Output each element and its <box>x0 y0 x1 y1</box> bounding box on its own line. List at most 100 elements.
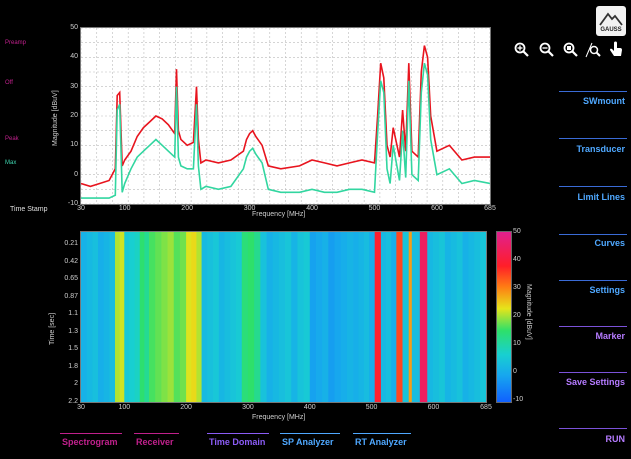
y-tick-label: -10 <box>67 200 78 207</box>
tab-divider <box>280 433 340 434</box>
off-label: Off <box>5 80 13 86</box>
menu-divider <box>559 372 627 373</box>
spectrogram-column <box>439 232 446 402</box>
spectrogram-column <box>134 232 141 402</box>
y-tick-label: 1.5 <box>68 345 78 352</box>
y-tick-label: 0.65 <box>64 275 78 282</box>
spectrogram-column <box>353 232 359 402</box>
y-tick-label: 40 <box>70 53 78 61</box>
spectrogram-column <box>480 232 487 402</box>
tab-receiver[interactable]: Receiver <box>136 437 174 447</box>
y-tick-label: 0.42 <box>64 257 78 265</box>
x-tick-label: 500 <box>365 404 378 411</box>
colorbar-tick-label: 0 <box>513 368 517 375</box>
max-label: Max <box>5 160 17 166</box>
tab-divider <box>60 433 122 434</box>
colorbar-tick-label: 40 <box>513 256 521 263</box>
menu-swmount-button[interactable]: SWmount <box>583 96 625 106</box>
spectrogram-column <box>266 232 274 402</box>
spectrogram-column <box>124 232 130 402</box>
spectrogram-heatmap[interactable] <box>81 232 487 402</box>
spectrogram-column <box>191 232 197 402</box>
x-tick-label: 30 <box>77 404 85 411</box>
y-tick-label: 10 <box>70 141 78 149</box>
spectrogram-column <box>433 232 440 402</box>
spectrogram-column <box>272 232 280 402</box>
spectrogram-column <box>396 232 403 402</box>
menu-marker-button[interactable]: Marker <box>595 331 625 341</box>
menu-transducer-button[interactable]: Transducer <box>576 144 625 154</box>
x-tick-label: 100 <box>118 205 131 212</box>
menu-settings-button[interactable]: Settings <box>589 285 625 295</box>
spectrogram-column <box>334 232 342 402</box>
spectrogram-x-axis-title: Frequency [MHz] <box>252 414 306 421</box>
y-tick-label: 1.3 <box>68 327 78 335</box>
tab-divider <box>134 433 179 434</box>
spectrogram-column <box>144 232 150 402</box>
spectrogram-column <box>115 232 121 402</box>
spectrogram-column <box>278 232 286 402</box>
spectrogram-column <box>129 232 135 402</box>
spectrogram-column <box>386 232 392 402</box>
tab-spectrogram[interactable]: Spectrogram <box>62 437 118 447</box>
spectrogram-column <box>291 232 298 402</box>
spectrogram-column <box>444 232 452 402</box>
spectrogram-column <box>346 232 354 402</box>
spectrogram-column <box>402 232 410 402</box>
spectrogram-column <box>161 232 168 402</box>
spectrogram-column <box>155 232 162 402</box>
x-tick-label: 685 <box>480 404 492 411</box>
tab-sp-analyzer[interactable]: SP Analyzer <box>282 437 334 447</box>
x-tick-label: 100 <box>118 404 131 411</box>
x-tick-label: 200 <box>181 205 193 212</box>
colorbar-tick-label: 30 <box>513 284 521 291</box>
logo-text: GAUSS <box>600 27 622 33</box>
spectrum-plot-panel <box>80 27 491 205</box>
spectrogram-column <box>427 232 434 402</box>
colorbar-title: Magnitude [dBuV] <box>525 284 532 340</box>
menu-curves-button[interactable]: Curves <box>594 238 625 248</box>
menu-save-settings-button[interactable]: Save Settings <box>565 377 625 387</box>
tab-rt-analyzer[interactable]: RT Analyzer <box>355 437 407 447</box>
zoom-fit-icon[interactable] <box>563 42 579 58</box>
tab-time-domain[interactable]: Time Domain <box>209 437 266 447</box>
spectrogram-column <box>196 232 202 402</box>
max-trace-line <box>81 62 491 199</box>
y-tick-label: 1.8 <box>68 362 78 370</box>
spectrogram-y-axis-title: Time [sec] <box>49 312 56 345</box>
spectrum-line-chart[interactable] <box>80 27 491 205</box>
spectrogram-column <box>374 232 382 402</box>
spectrogram-column <box>173 232 181 402</box>
x-tick-label: 200 <box>180 404 192 411</box>
menu-divider <box>559 428 627 429</box>
y-tick-label: 50 <box>70 24 78 31</box>
hand-pointer-icon[interactable] <box>606 40 626 60</box>
spectrogram-column <box>358 232 365 402</box>
colorbar-tick-label: 50 <box>513 228 521 235</box>
zoom-in-icon[interactable] <box>514 42 530 58</box>
spectrogram-column <box>363 232 370 402</box>
menu-run-button[interactable]: RUN <box>605 434 626 444</box>
zoom-reset-icon[interactable] <box>585 42 601 58</box>
spectrogram-column <box>167 232 175 402</box>
menu-divider <box>559 186 627 187</box>
menu-divider <box>559 280 627 281</box>
menu-limit-lines-button[interactable]: Limit Lines <box>577 192 625 202</box>
spectrum-x-axis-title: Frequency [MHz] <box>252 211 306 218</box>
spectrogram-column <box>328 232 335 402</box>
menu-divider <box>559 234 627 235</box>
zoom-out-icon[interactable] <box>539 42 555 58</box>
tab-divider <box>353 433 411 434</box>
time-stamp-label: Time Stamp <box>10 206 48 213</box>
spectrogram-column <box>247 232 255 402</box>
x-tick-label: 400 <box>303 404 316 411</box>
spectrogram-column <box>456 232 463 402</box>
spectrogram-column <box>468 232 475 402</box>
spectrogram-column <box>285 232 292 402</box>
spectrogram-column <box>92 232 99 402</box>
x-tick-label: 600 <box>431 205 443 212</box>
spectrogram-column <box>81 232 88 402</box>
gauss-logo: GAUSS <box>596 6 626 36</box>
spectrogram-column <box>369 232 376 402</box>
spectrogram-column <box>408 232 413 402</box>
